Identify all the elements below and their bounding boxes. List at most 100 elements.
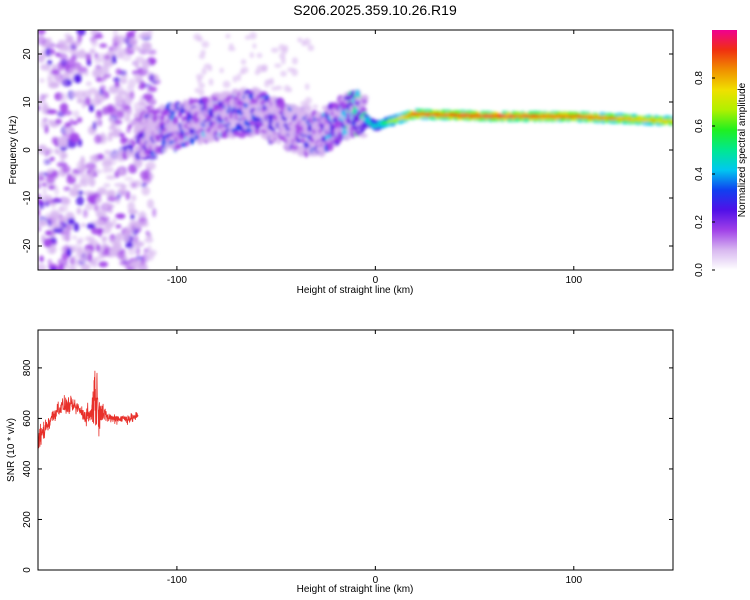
snr-x-label: Height of straight line (km) (297, 584, 414, 595)
heat-cell (108, 46, 113, 52)
heat-cell (92, 121, 97, 131)
heat-cell (142, 83, 152, 88)
heat-cell (214, 105, 223, 111)
colorbar-tick-label: 0.2 (694, 215, 705, 229)
heat-cell (58, 92, 68, 102)
heat-cell (144, 237, 154, 244)
heat-cell (55, 224, 64, 229)
heat-cell (88, 104, 95, 113)
heat-cell (197, 77, 202, 84)
heat-cell (312, 104, 319, 109)
heat-cell (94, 134, 102, 144)
heat-cell (113, 128, 118, 138)
heat-cell (118, 48, 128, 56)
heat-cell (52, 227, 64, 234)
heat-cell (114, 119, 123, 125)
heat-cell (38, 144, 48, 155)
snr-x-ticks: -100 0 100 (167, 330, 583, 586)
spectrogram-y-label: Frequency (Hz) (8, 116, 19, 185)
heat-cell (70, 40, 80, 47)
heat-cell (69, 118, 74, 126)
heat-cell (195, 73, 204, 80)
heat-cell (274, 63, 282, 68)
heat-cell (64, 33, 71, 38)
heat-cell (97, 52, 108, 63)
heat-cell (40, 119, 47, 129)
heat-cell (95, 169, 102, 174)
heat-cell (59, 102, 69, 113)
heat-cell (354, 96, 361, 102)
heat-cell (84, 263, 92, 270)
heat-cell (81, 90, 93, 99)
heat-cell (147, 49, 157, 56)
heat-cell (45, 175, 56, 184)
heat-cell (128, 180, 140, 190)
heat-cell (152, 207, 157, 218)
heat-cell (69, 132, 80, 143)
heat-cell (228, 43, 234, 49)
heat-cell (38, 208, 41, 217)
heat-cell (118, 132, 125, 138)
heat-cell (72, 255, 77, 265)
heat-cell (141, 253, 150, 263)
heat-cell (126, 85, 131, 92)
heat-cell (79, 256, 86, 262)
heat-cell (355, 89, 360, 98)
heat-cell (116, 110, 125, 119)
heat-cell (77, 165, 87, 172)
heat-cell (108, 85, 119, 94)
y-tick-label: 200 (22, 511, 33, 528)
heat-cell (84, 97, 91, 106)
snr-panel: -100 0 100 0 200 400 600 800 Height of straigh… (6, 329, 674, 595)
heat-cell (142, 93, 154, 101)
chart-title: S206.2025.359.10.26.R19 (293, 2, 457, 18)
heat-cell (54, 187, 60, 196)
heat-cell (93, 33, 104, 39)
heat-cell (197, 111, 203, 119)
heat-cell (112, 34, 122, 45)
heat-cell (47, 219, 53, 227)
snr-background (38, 330, 673, 570)
y-tick-label: -20 (22, 238, 33, 253)
heat-cell (76, 117, 83, 123)
heat-cell (670, 116, 673, 120)
heat-cell (138, 67, 149, 76)
heat-cell (38, 220, 48, 227)
heat-cell (140, 221, 150, 228)
heat-cell (48, 119, 53, 124)
heat-cell (120, 137, 129, 143)
heat-cell (40, 63, 51, 71)
colorbar-ticks: 0.0 0.2 0.4 0.6 0.8 (694, 71, 715, 277)
heat-cell (49, 210, 60, 221)
x-tick-label: 0 (373, 575, 379, 586)
heat-cell (196, 36, 204, 42)
spectrogram-x-ticks: -100 0 100 (167, 30, 583, 286)
heat-cell (64, 197, 71, 206)
heat-cell (76, 207, 82, 215)
heat-cell (125, 108, 133, 116)
y-tick-label: 0 (22, 147, 33, 153)
heat-cell (291, 57, 298, 65)
heat-cell (43, 238, 53, 248)
heat-cell (68, 191, 77, 196)
colorbar-tick-label: 0.4 (694, 167, 705, 181)
heat-cell (77, 34, 83, 43)
spectrogram-x-label: Height of straight line (km) (297, 285, 414, 296)
heat-cell (112, 217, 117, 225)
heat-cell (134, 162, 142, 169)
heat-cell (194, 87, 201, 93)
heat-cell (240, 59, 247, 65)
heat-cell (38, 177, 41, 185)
heat-cell (89, 155, 98, 161)
heat-cell (85, 81, 92, 87)
heat-cell (249, 31, 257, 40)
heat-cell (48, 244, 56, 254)
heat-cell (287, 67, 296, 73)
heat-cell (43, 158, 52, 166)
heat-cell (275, 85, 283, 91)
heat-cell (38, 35, 47, 45)
heat-cell (94, 115, 100, 120)
heat-cell (38, 201, 45, 210)
heat-cell (42, 195, 53, 202)
heat-cell (141, 186, 151, 196)
